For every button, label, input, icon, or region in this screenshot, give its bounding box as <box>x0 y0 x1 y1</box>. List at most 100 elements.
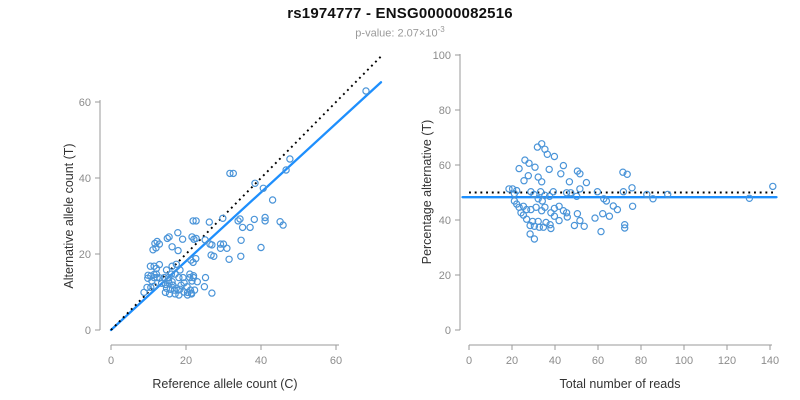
data-point <box>151 239 159 248</box>
data-point <box>205 218 213 226</box>
percentage-vs-reads-scatter-xlabel: Total number of reads <box>560 377 681 391</box>
data-point <box>582 178 591 187</box>
data-point <box>226 169 234 178</box>
data-point <box>536 187 545 196</box>
data-point <box>550 152 559 161</box>
data-point <box>168 278 176 286</box>
data-point <box>543 150 552 158</box>
y-tick-label: 20 <box>439 270 451 282</box>
data-point <box>546 220 554 229</box>
data-point <box>526 230 534 238</box>
data-point <box>167 270 176 278</box>
data-point <box>168 262 176 270</box>
y-tick-label: 100 <box>433 50 451 62</box>
data-point <box>155 260 164 269</box>
identity-line <box>110 55 382 331</box>
data-point <box>208 289 216 297</box>
data-point <box>210 252 218 260</box>
data-point <box>555 216 563 225</box>
data-point <box>286 155 294 163</box>
data-point <box>201 273 210 282</box>
percentage-vs-reads-scatter-ylabel: Percentage alternative (T) <box>420 120 434 265</box>
data-point <box>539 223 548 231</box>
y-tick-label: 40 <box>439 215 451 227</box>
data-point <box>745 194 754 202</box>
data-point <box>164 276 173 285</box>
data-point <box>602 197 611 205</box>
data-point <box>193 278 201 286</box>
data-point <box>505 185 513 193</box>
data-point <box>162 266 171 274</box>
data-point <box>621 224 629 232</box>
data-point <box>593 187 602 196</box>
data-point <box>172 260 180 268</box>
pvalue-exponent: -3 <box>437 25 445 34</box>
data-point <box>643 190 651 199</box>
data-point <box>162 284 171 292</box>
data-point <box>155 240 164 248</box>
data-point <box>170 286 179 294</box>
data-point <box>515 164 523 173</box>
data-point <box>161 288 170 297</box>
data-point <box>251 179 259 187</box>
data-point <box>550 212 559 220</box>
data-point <box>591 214 599 222</box>
x-tick-label: 20 <box>180 355 192 367</box>
data-point <box>168 243 176 251</box>
data-point <box>597 227 605 236</box>
data-point <box>143 283 151 292</box>
x-tick-label: 0 <box>108 355 114 367</box>
allele-counts-scatter-xlabel: Reference allele count (C) <box>152 377 297 391</box>
data-point <box>533 143 542 151</box>
data-point <box>534 195 542 203</box>
data-point <box>192 217 200 225</box>
data-point <box>538 140 546 148</box>
data-point <box>609 202 618 210</box>
data-point <box>186 270 194 278</box>
data-point <box>282 166 290 174</box>
plot-title: rs1974777 - ENSG00000082516 <box>287 5 513 22</box>
x-tick-label: 20 <box>506 355 518 367</box>
plot-subtitle: p-value: 2.07×10-3 <box>0 25 800 40</box>
data-point <box>628 202 637 210</box>
data-point <box>628 184 636 192</box>
data-point <box>605 212 614 220</box>
data-point <box>157 279 166 287</box>
data-point <box>186 273 194 282</box>
data-point <box>580 222 588 230</box>
data-point <box>229 169 237 178</box>
data-point <box>178 235 187 243</box>
x-tick-label: 140 <box>761 355 779 367</box>
data-point <box>576 216 584 225</box>
data-point <box>623 170 631 178</box>
x-tick-label: 80 <box>635 355 647 367</box>
data-point <box>508 185 517 193</box>
data-point <box>524 171 533 180</box>
data-point <box>549 187 558 196</box>
data-point <box>517 209 525 217</box>
data-point <box>573 192 581 200</box>
data-point <box>201 236 209 244</box>
data-point <box>200 283 209 291</box>
data-point <box>259 184 267 192</box>
y-tick-label: 0 <box>85 325 91 337</box>
data-point <box>179 273 187 282</box>
data-point <box>257 243 265 252</box>
data-point <box>189 272 198 280</box>
data-point <box>261 213 269 222</box>
data-point <box>268 196 277 204</box>
x-tick-label: 40 <box>255 355 267 367</box>
data-point <box>237 252 245 260</box>
data-point <box>250 215 258 224</box>
data-point <box>541 203 549 211</box>
data-point <box>545 165 553 174</box>
data-point <box>649 195 657 203</box>
data-point <box>165 233 173 241</box>
data-point <box>525 159 533 167</box>
x-tick-label: 40 <box>549 355 561 367</box>
data-point <box>613 205 622 214</box>
data-point <box>510 189 519 198</box>
data-point <box>555 202 563 210</box>
data-point <box>532 203 540 211</box>
